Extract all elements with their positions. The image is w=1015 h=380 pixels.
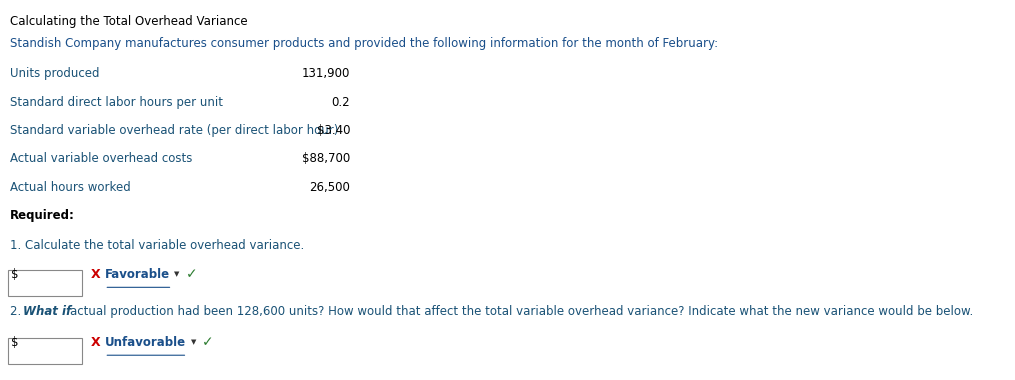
Text: What if: What if xyxy=(23,305,71,318)
Text: Actual variable overhead costs: Actual variable overhead costs xyxy=(10,152,192,165)
Text: Calculating the Total Overhead Variance: Calculating the Total Overhead Variance xyxy=(10,14,248,28)
Text: ▼: ▼ xyxy=(175,271,180,277)
FancyBboxPatch shape xyxy=(8,270,82,296)
Text: X: X xyxy=(91,268,100,280)
Text: actual production had been 128,600 units? How would that affect the total variab: actual production had been 128,600 units… xyxy=(70,305,973,318)
Text: 0.2: 0.2 xyxy=(332,96,350,109)
Text: Favorable: Favorable xyxy=(106,268,171,280)
Text: Standish Company manufactures consumer products and provided the following infor: Standish Company manufactures consumer p… xyxy=(10,37,718,50)
Text: ▼: ▼ xyxy=(191,339,196,345)
Text: X: X xyxy=(91,336,100,348)
Text: Unfavorable: Unfavorable xyxy=(106,336,187,348)
FancyBboxPatch shape xyxy=(8,338,82,364)
Text: Required:: Required: xyxy=(10,209,74,222)
Text: Standard variable overhead rate (per direct labor hour): Standard variable overhead rate (per dir… xyxy=(10,124,338,137)
Text: ✓: ✓ xyxy=(202,335,214,349)
Text: ✓: ✓ xyxy=(186,267,197,281)
Text: Actual hours worked: Actual hours worked xyxy=(10,180,131,193)
Text: $: $ xyxy=(11,336,19,348)
Text: 131,900: 131,900 xyxy=(301,67,350,81)
Text: 1. Calculate the total variable overhead variance.: 1. Calculate the total variable overhead… xyxy=(10,239,303,252)
Text: $3.40: $3.40 xyxy=(317,124,350,137)
Text: 2.: 2. xyxy=(10,305,24,318)
Text: Units produced: Units produced xyxy=(10,67,99,81)
Text: 26,500: 26,500 xyxy=(310,180,350,193)
Text: Standard direct labor hours per unit: Standard direct labor hours per unit xyxy=(10,96,222,109)
Text: $88,700: $88,700 xyxy=(301,152,350,165)
Text: $: $ xyxy=(11,268,19,280)
